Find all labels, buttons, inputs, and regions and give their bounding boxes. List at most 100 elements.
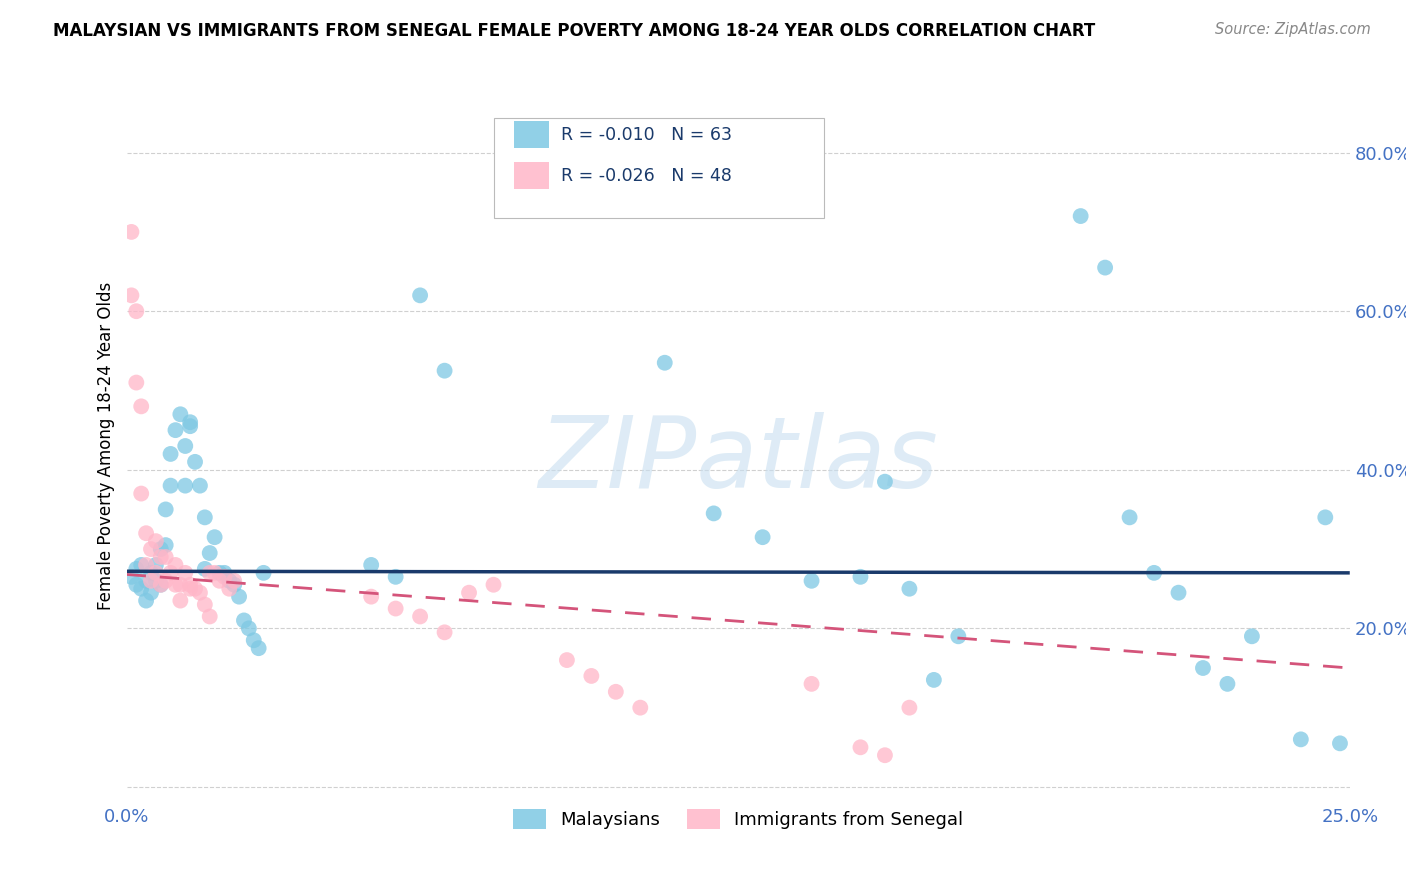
Point [125,578,148,592]
Point [135,526,157,541]
Point [184,455,207,469]
Point [751,530,773,544]
Point [159,447,181,461]
Point [149,578,172,592]
Point [208,566,231,580]
Point [384,570,406,584]
Point [174,566,197,580]
FancyBboxPatch shape [515,162,548,189]
Point [204,566,226,580]
Point [179,578,201,592]
Point [458,585,481,599]
Point [898,700,921,714]
Point [948,629,970,643]
Point [922,673,945,687]
Legend: Malaysians, Immigrants from Senegal: Malaysians, Immigrants from Senegal [506,801,970,837]
Point [194,510,217,524]
Point [409,288,432,302]
Point [228,590,250,604]
Point [224,574,246,588]
Text: R = -0.026   N = 48: R = -0.026 N = 48 [561,167,731,185]
Point [233,614,256,628]
Point [174,478,197,492]
Point [198,546,221,560]
Point [169,578,191,592]
Point [224,578,246,592]
Point [898,582,921,596]
Point [125,562,148,576]
Point [247,641,270,656]
Point [179,582,201,596]
Point [433,625,456,640]
Point [135,593,157,607]
Point [384,601,406,615]
Point [1315,510,1337,524]
Point [169,593,191,607]
Point [242,633,264,648]
Point [482,578,505,592]
Point [1289,732,1312,747]
Point [873,475,896,489]
Point [409,609,432,624]
Point [129,582,152,596]
Point [159,566,181,580]
Point [139,566,162,580]
Point [165,423,187,437]
Point [214,570,236,584]
Point [188,585,211,599]
Point [218,574,240,588]
Point [204,530,226,544]
Point [179,419,201,434]
Point [145,534,167,549]
Point [188,478,211,492]
Point [873,748,896,763]
Point [628,700,651,714]
Point [174,439,197,453]
FancyBboxPatch shape [515,121,548,148]
Point [654,356,676,370]
Point [208,574,231,588]
Point [179,415,201,429]
Point [218,582,240,596]
Point [184,582,207,596]
Point [139,542,162,557]
Point [1216,677,1239,691]
Point [849,570,872,584]
Point [1070,209,1092,223]
Point [238,621,260,635]
Point [169,407,191,421]
Point [145,558,167,572]
Point [139,585,162,599]
Point [155,549,177,564]
Point [800,677,823,691]
Point [139,574,162,588]
Point [1143,566,1166,580]
Point [145,566,167,580]
Point [849,740,872,755]
Point [125,376,148,390]
Point [1240,629,1263,643]
Point [1329,736,1351,750]
Point [1094,260,1116,275]
Point [149,542,172,557]
Point [581,669,603,683]
Point [120,288,142,302]
Text: R = -0.010   N = 63: R = -0.010 N = 63 [561,126,731,144]
Point [360,558,382,572]
Point [120,225,142,239]
Point [252,566,274,580]
Point [135,574,157,588]
Text: Source: ZipAtlas.com: Source: ZipAtlas.com [1215,22,1371,37]
Point [1118,510,1140,524]
Point [703,507,725,521]
Y-axis label: Female Poverty Among 18-24 Year Olds: Female Poverty Among 18-24 Year Olds [97,282,115,610]
Point [165,578,187,592]
Point [149,578,172,592]
Point [360,590,382,604]
Point [800,574,823,588]
Point [214,566,236,580]
Point [605,685,627,699]
Point [1192,661,1215,675]
Point [1167,585,1189,599]
Point [194,598,217,612]
